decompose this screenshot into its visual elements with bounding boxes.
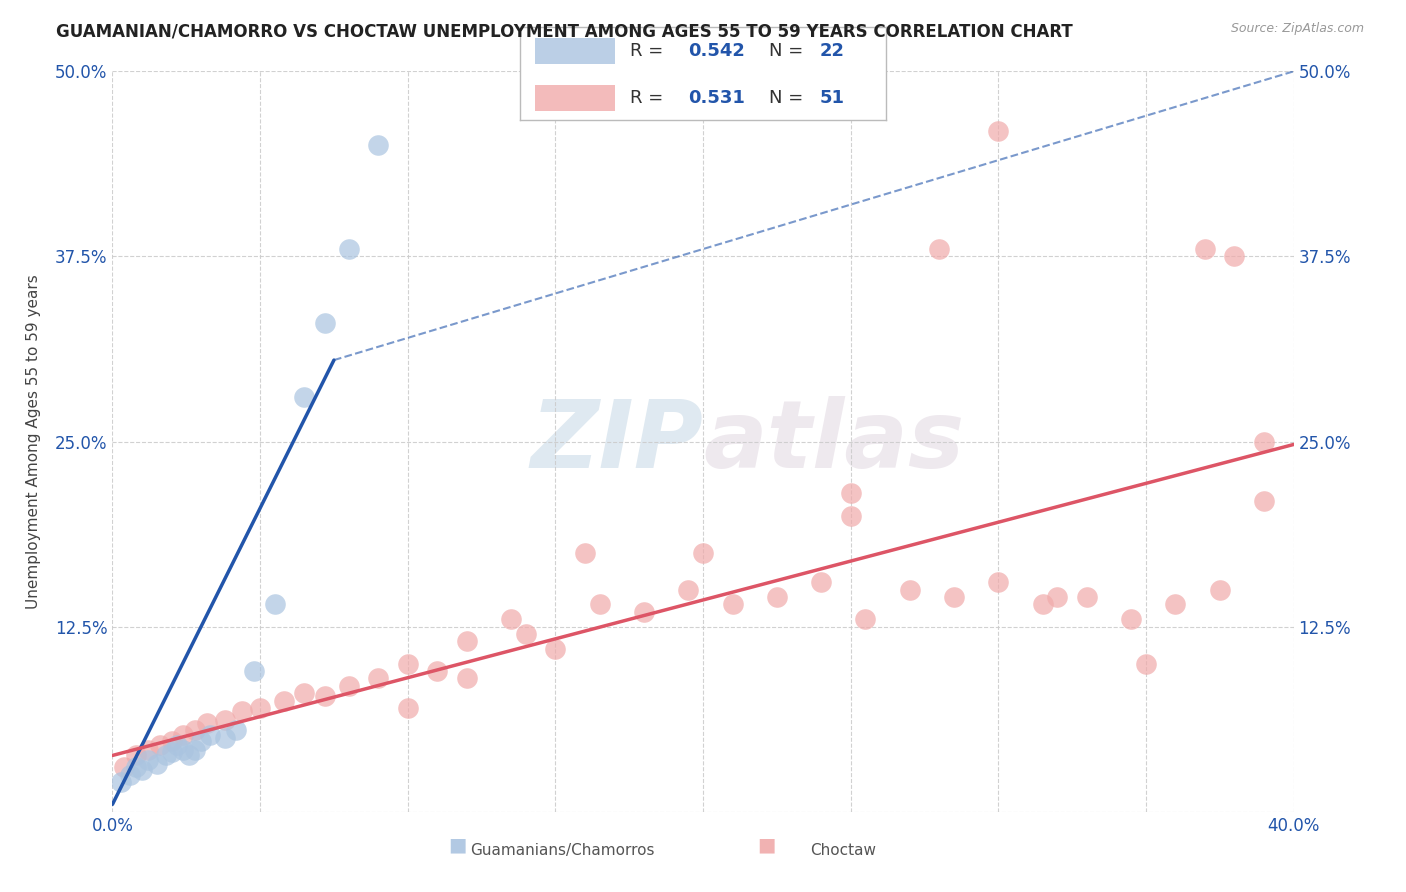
Point — [125, 748, 148, 763]
Point — [1135, 657, 1157, 671]
Point — [184, 742, 207, 756]
Text: 51: 51 — [820, 89, 845, 107]
Point — [337, 242, 360, 256]
Point — [112, 760, 135, 774]
Point — [501, 612, 523, 626]
Point — [855, 612, 877, 626]
Point — [1032, 598, 1054, 612]
Point — [195, 715, 218, 730]
Point — [110, 775, 132, 789]
Point — [125, 760, 148, 774]
Point — [160, 746, 183, 760]
Point — [839, 486, 862, 500]
Point — [928, 242, 950, 256]
Point — [231, 704, 253, 718]
Point — [264, 598, 287, 612]
Point — [214, 713, 236, 727]
Point — [131, 764, 153, 778]
Text: N =: N = — [769, 42, 803, 60]
Text: R =: R = — [630, 42, 664, 60]
Text: GUAMANIAN/CHAMORRO VS CHOCTAW UNEMPLOYMENT AMONG AGES 55 TO 59 YEARS CORRELATION: GUAMANIAN/CHAMORRO VS CHOCTAW UNEMPLOYME… — [56, 22, 1073, 40]
Point — [120, 767, 142, 781]
Point — [588, 598, 610, 612]
Point — [292, 390, 315, 404]
Point — [136, 742, 159, 756]
Point — [633, 605, 655, 619]
Point — [692, 546, 714, 560]
Point — [292, 686, 315, 700]
Point — [396, 701, 419, 715]
Point — [337, 679, 360, 693]
Point — [179, 748, 201, 763]
Point — [942, 590, 965, 604]
Point — [1119, 612, 1142, 626]
Point — [314, 316, 336, 330]
Point — [146, 757, 169, 772]
Point — [243, 664, 266, 678]
Point — [136, 753, 159, 767]
Point — [155, 748, 177, 763]
Point — [574, 546, 596, 560]
Point — [396, 657, 419, 671]
Point — [172, 742, 194, 756]
Point — [367, 672, 389, 686]
Text: N =: N = — [769, 89, 803, 107]
Text: Choctaw: Choctaw — [811, 843, 876, 858]
Bar — [534, 38, 616, 64]
Point — [544, 641, 567, 656]
Point — [898, 582, 921, 597]
Point — [987, 575, 1010, 590]
Point — [1076, 590, 1098, 604]
Point — [160, 733, 183, 747]
Point — [426, 664, 449, 678]
Text: 22: 22 — [820, 42, 845, 60]
Point — [1253, 434, 1275, 449]
Text: 0.542: 0.542 — [689, 42, 745, 60]
Point — [1253, 493, 1275, 508]
Text: Guamanians/Chamorros: Guamanians/Chamorros — [470, 843, 655, 858]
Point — [839, 508, 862, 523]
Point — [166, 738, 188, 752]
Text: ■: ■ — [756, 836, 776, 855]
Point — [184, 723, 207, 738]
Bar — [534, 85, 616, 111]
Point — [987, 123, 1010, 137]
Text: R =: R = — [630, 89, 664, 107]
Point — [1164, 598, 1187, 612]
Point — [678, 582, 700, 597]
Point — [149, 738, 172, 752]
Point — [367, 138, 389, 153]
Point — [249, 701, 271, 715]
Point — [515, 627, 537, 641]
Point — [198, 728, 221, 742]
Text: ZIP: ZIP — [530, 395, 703, 488]
Point — [314, 690, 336, 704]
Point — [190, 733, 212, 747]
Point — [456, 672, 478, 686]
Text: 0.531: 0.531 — [689, 89, 745, 107]
Text: ■: ■ — [447, 836, 467, 855]
Point — [172, 728, 194, 742]
Point — [810, 575, 832, 590]
Point — [1208, 582, 1232, 597]
Point — [766, 590, 789, 604]
Point — [1223, 250, 1246, 264]
Text: atlas: atlas — [703, 395, 965, 488]
Point — [1046, 590, 1069, 604]
Point — [1194, 242, 1216, 256]
Point — [273, 694, 295, 708]
Point — [456, 634, 478, 648]
Point — [214, 731, 236, 745]
Point — [721, 598, 744, 612]
Point — [225, 723, 247, 738]
Text: Source: ZipAtlas.com: Source: ZipAtlas.com — [1230, 22, 1364, 36]
Y-axis label: Unemployment Among Ages 55 to 59 years: Unemployment Among Ages 55 to 59 years — [27, 274, 41, 609]
